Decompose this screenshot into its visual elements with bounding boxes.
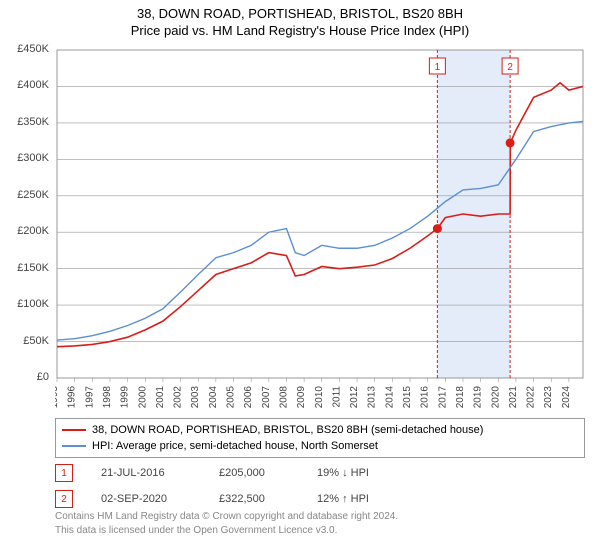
svg-text:2017: 2017 — [437, 386, 448, 408]
y-axis-label: £450K — [1, 43, 49, 55]
y-axis-label: £400K — [1, 79, 49, 91]
svg-text:2015: 2015 — [402, 386, 413, 408]
legend-label: HPI: Average price, semi-detached house,… — [92, 438, 378, 454]
svg-text:2005: 2005 — [226, 386, 237, 408]
sale-pct: 12% ↑ HPI — [317, 493, 417, 505]
svg-text:2002: 2002 — [173, 386, 184, 408]
svg-text:2007: 2007 — [261, 386, 272, 408]
svg-text:2023: 2023 — [543, 386, 554, 408]
line-chart: 1995 1996 1997 1998 1999 2000 2001 2002 2003 2004… — [55, 48, 585, 408]
title-subtitle: Price paid vs. HM Land Registry's House … — [0, 23, 600, 38]
svg-text:2003: 2003 — [190, 386, 201, 408]
title-address: 38, DOWN ROAD, PORTISHEAD, BRISTOL, BS20… — [0, 6, 600, 21]
sale-price: £322,500 — [219, 493, 289, 505]
y-axis-label: £50K — [1, 335, 49, 347]
svg-text:2018: 2018 — [455, 386, 466, 408]
sale-date: 21-JUL-2016 — [101, 467, 191, 479]
svg-text:2014: 2014 — [384, 386, 395, 408]
y-axis-label: £300K — [1, 152, 49, 164]
footer-line: This data is licensed under the Open Gov… — [55, 524, 398, 538]
svg-text:1996: 1996 — [67, 386, 78, 408]
svg-text:2000: 2000 — [137, 386, 148, 408]
title-block: 38, DOWN ROAD, PORTISHEAD, BRISTOL, BS20… — [0, 0, 600, 38]
svg-text:1998: 1998 — [102, 386, 113, 408]
svg-text:2022: 2022 — [526, 386, 537, 408]
svg-text:2011: 2011 — [331, 386, 342, 408]
chart-container: 38, DOWN ROAD, PORTISHEAD, BRISTOL, BS20… — [0, 0, 600, 560]
svg-text:2004: 2004 — [208, 386, 219, 408]
sales-table: 1 21-JUL-2016 £205,000 19% ↓ HPI 2 02-SE… — [55, 460, 585, 512]
svg-text:1997: 1997 — [84, 386, 95, 408]
legend: 38, DOWN ROAD, PORTISHEAD, BRISTOL, BS20… — [55, 418, 585, 458]
sale-row: 1 21-JUL-2016 £205,000 19% ↓ HPI — [55, 460, 585, 486]
svg-text:2009: 2009 — [296, 386, 307, 408]
svg-text:2008: 2008 — [278, 386, 289, 408]
chart-area: 1995 1996 1997 1998 1999 2000 2001 2002 2003 2004… — [55, 48, 585, 408]
legend-swatch — [62, 429, 86, 431]
svg-text:1995: 1995 — [55, 386, 60, 408]
sale-row: 2 02-SEP-2020 £322,500 12% ↑ HPI — [55, 486, 585, 512]
svg-text:2021: 2021 — [508, 386, 519, 408]
svg-text:2: 2 — [507, 62, 513, 73]
sale-marker-icon: 1 — [55, 464, 73, 482]
legend-label: 38, DOWN ROAD, PORTISHEAD, BRISTOL, BS20… — [92, 422, 483, 438]
svg-text:1: 1 — [435, 62, 441, 73]
legend-item: 38, DOWN ROAD, PORTISHEAD, BRISTOL, BS20… — [62, 422, 578, 438]
svg-text:2020: 2020 — [490, 386, 501, 408]
legend-swatch — [62, 445, 86, 447]
svg-text:2019: 2019 — [473, 386, 484, 408]
y-axis-label: £250K — [1, 189, 49, 201]
svg-text:2010: 2010 — [314, 386, 325, 408]
sale-marker-icon: 2 — [55, 490, 73, 508]
sale-pct: 19% ↓ HPI — [317, 467, 417, 479]
legend-item: HPI: Average price, semi-detached house,… — [62, 438, 578, 454]
svg-text:2024: 2024 — [561, 386, 572, 408]
footer-line: Contains HM Land Registry data © Crown c… — [55, 510, 398, 524]
footer-attribution: Contains HM Land Registry data © Crown c… — [55, 510, 398, 538]
svg-text:2013: 2013 — [367, 386, 378, 408]
sale-date: 02-SEP-2020 — [101, 493, 191, 505]
svg-text:2006: 2006 — [243, 386, 254, 408]
svg-text:1999: 1999 — [120, 386, 131, 408]
y-axis-label: £100K — [1, 298, 49, 310]
y-axis-label: £200K — [1, 225, 49, 237]
svg-text:2012: 2012 — [349, 386, 360, 408]
sale-price: £205,000 — [219, 467, 289, 479]
svg-text:2016: 2016 — [420, 386, 431, 408]
y-axis-label: £350K — [1, 116, 49, 128]
y-axis-label: £0 — [1, 371, 49, 383]
y-axis-label: £150K — [1, 262, 49, 274]
svg-text:2001: 2001 — [155, 386, 166, 408]
